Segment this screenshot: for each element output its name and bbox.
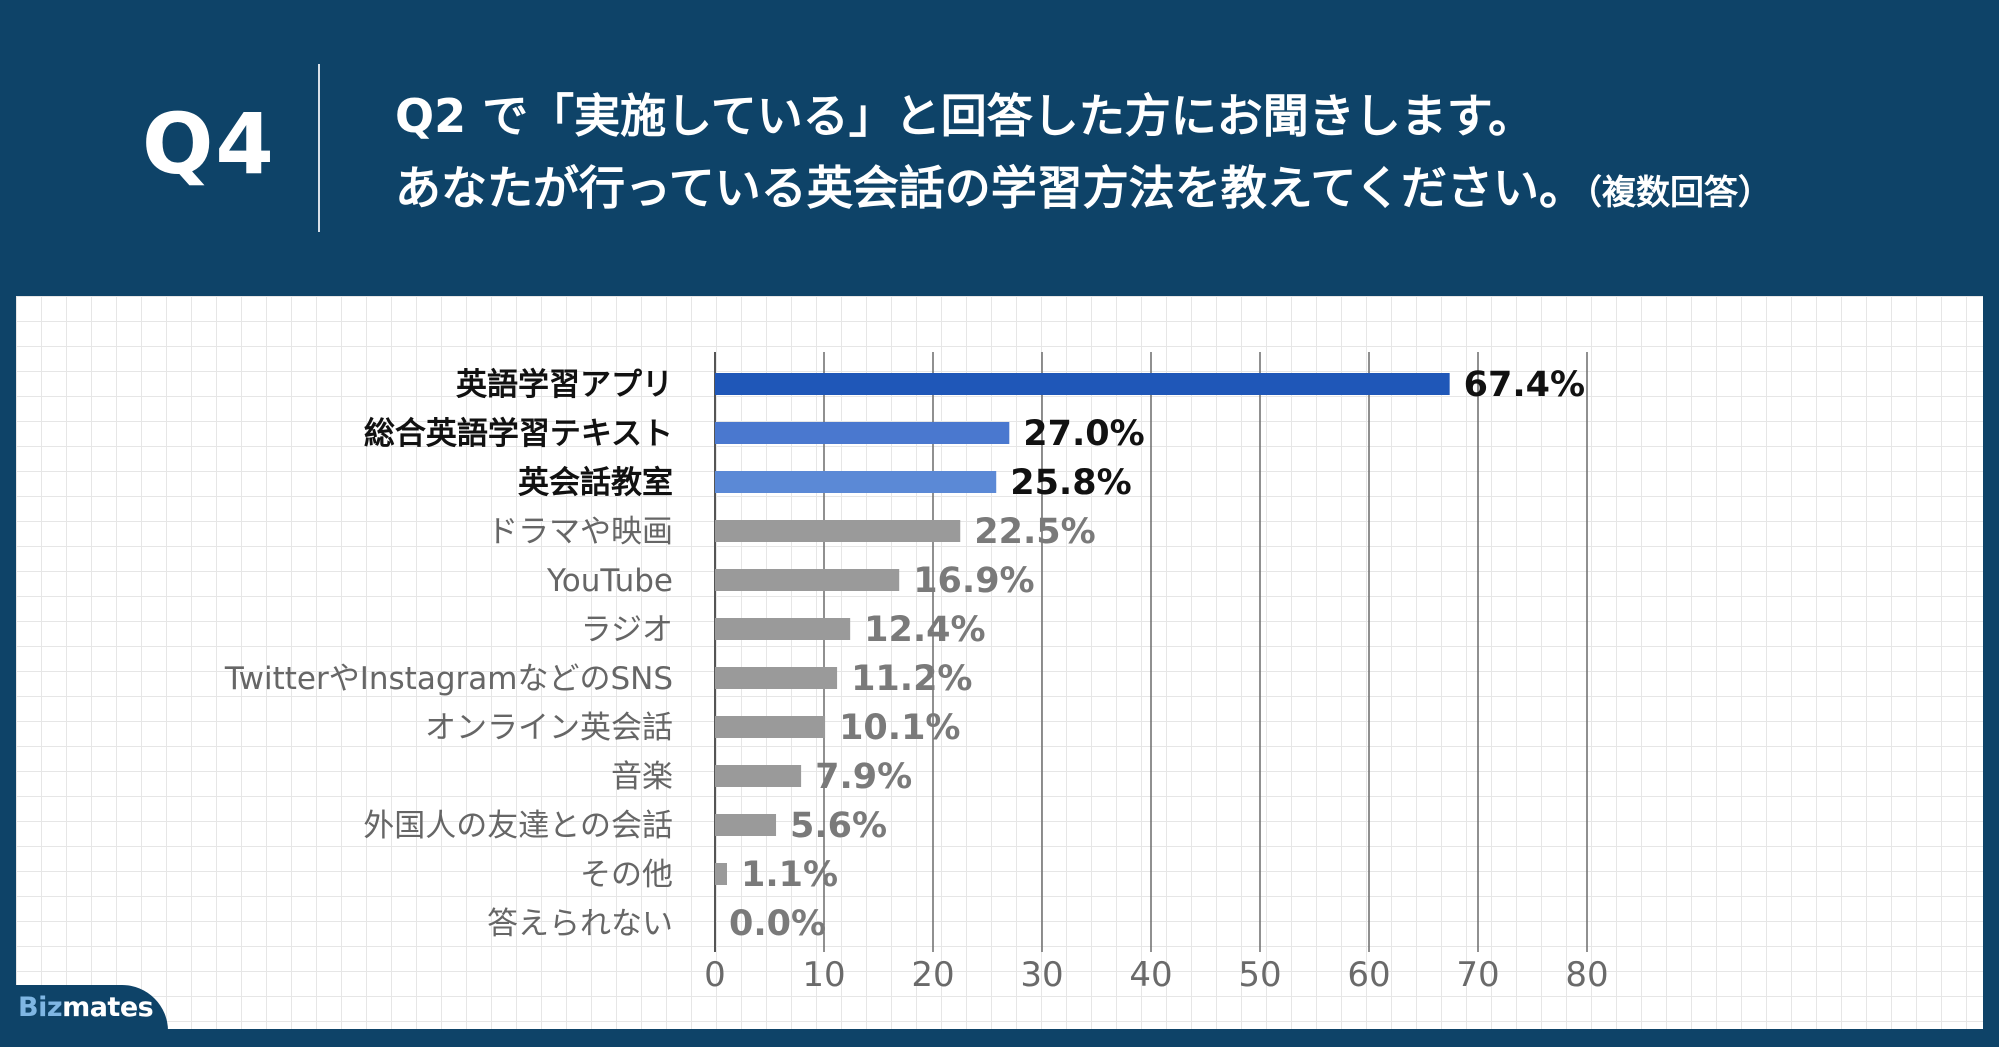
bar: [715, 422, 1010, 444]
category-label: 総合英語学習テキスト: [364, 416, 673, 452]
category-label: 外国人の友達との会話: [363, 808, 673, 844]
bar: [715, 569, 900, 591]
bar: [715, 716, 826, 738]
category-label: ドラマや映画: [487, 514, 673, 550]
chart-panel: 0 10 20 30 40 50 60 70 80 英語学習アプリ 67.4% 総合英語学習テキスト 2…: [16, 296, 1983, 1029]
x-tick-label: 10: [802, 955, 845, 995]
bar: [715, 863, 727, 885]
x-tick-label: 0: [704, 955, 726, 995]
question-line-2: あなたが行っている英会話の学習方法を教えてください。（複数回答）: [395, 152, 1772, 218]
category-label: YouTube: [546, 563, 673, 599]
x-tick-label: 20: [911, 955, 954, 995]
value-label: 12.4%: [864, 610, 985, 650]
header-divider: [318, 64, 320, 232]
value-label: 16.9%: [913, 561, 1034, 601]
bar: [715, 373, 1450, 395]
bizmates-logo: Bizmates: [0, 985, 168, 1031]
category-label: ラジオ: [581, 612, 673, 648]
value-label: 27.0%: [1023, 414, 1144, 454]
question-number: Q4: [142, 95, 276, 193]
value-label: 1.1%: [741, 855, 838, 895]
question-line-1: Q2 で「実施している」と回答した方にお聞きします。: [395, 89, 1535, 143]
logo-part-2: mates: [62, 992, 154, 1023]
category-label: その他: [580, 857, 673, 893]
bar: [715, 471, 997, 493]
bar: [715, 618, 851, 640]
bar-chart: 0 10 20 30 40 50 60 70 80 英語学習アプリ 67.4% 総合英語学習テキスト 2…: [224, 352, 1609, 995]
value-label: 11.2%: [851, 659, 972, 699]
footer-bar: [0, 1029, 1999, 1047]
bar: [715, 814, 777, 836]
category-label: 英語学習アプリ: [456, 367, 673, 403]
bar: [715, 667, 838, 689]
value-label: 0.0%: [729, 904, 826, 944]
x-tick-label: 30: [1020, 955, 1063, 995]
question-line-2-text: あなたが行っている英会話の学習方法を教えてください。: [395, 161, 1586, 215]
header: Q4 Q2 で「実施している」と回答した方にお聞きします。 あなたが行っている英…: [0, 0, 1999, 296]
category-label: 音楽: [611, 759, 673, 795]
category-label: オンライン英会話: [425, 710, 673, 746]
x-tick-label: 40: [1129, 955, 1172, 995]
value-label: 7.9%: [815, 757, 912, 797]
value-label: 25.8%: [1010, 463, 1131, 503]
value-label: 10.1%: [839, 708, 960, 748]
x-tick-label: 80: [1565, 955, 1608, 995]
x-tick-label: 60: [1347, 955, 1390, 995]
question-note: （複数回答）: [1585, 173, 1773, 213]
x-tick-label: 50: [1238, 955, 1281, 995]
logo-part-1: Biz: [18, 992, 63, 1023]
value-label: 67.4%: [1464, 365, 1585, 405]
bar: [715, 765, 802, 787]
value-label: 22.5%: [974, 512, 1095, 552]
category-label: 答えられない: [487, 906, 673, 942]
x-tick-label: 70: [1456, 955, 1499, 995]
bar: [715, 520, 961, 542]
value-label: 5.6%: [790, 806, 887, 846]
category-label: 英会話教室: [518, 465, 673, 501]
category-label: TwitterやInstagramなどのSNS: [224, 661, 673, 697]
